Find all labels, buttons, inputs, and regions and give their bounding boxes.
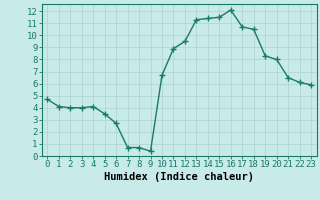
X-axis label: Humidex (Indice chaleur): Humidex (Indice chaleur)	[104, 172, 254, 182]
